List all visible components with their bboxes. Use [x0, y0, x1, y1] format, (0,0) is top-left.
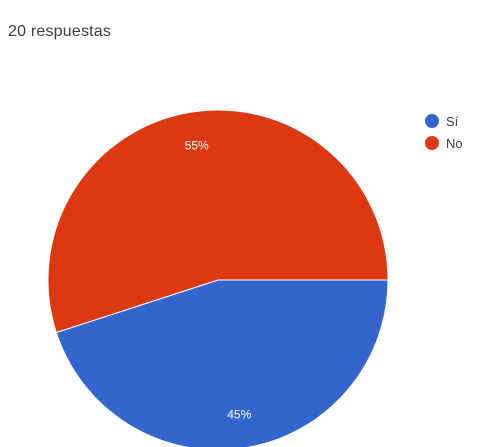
- legend-item-si[interactable]: Sí: [425, 114, 459, 129]
- response-count: 20 respuestas: [8, 23, 112, 40]
- pie-slice-no[interactable]: [47, 109, 389, 334]
- legend-label-no: No: [446, 136, 463, 151]
- legend-swatch-si: [425, 114, 439, 128]
- slice-label-si: 45%: [227, 407, 251, 421]
- slice-label-no: 55%: [185, 139, 209, 153]
- pie-slice-si[interactable]: [55, 279, 389, 447]
- legend-item-no[interactable]: No: [425, 136, 463, 151]
- legend-swatch-no: [425, 136, 439, 150]
- legend-label-si: Sí: [446, 114, 459, 129]
